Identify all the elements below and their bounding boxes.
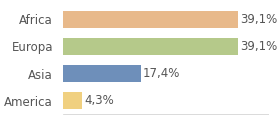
Text: 39,1%: 39,1% bbox=[240, 13, 277, 26]
Bar bbox=[63, 92, 82, 109]
Text: 39,1%: 39,1% bbox=[240, 40, 277, 53]
Text: 17,4%: 17,4% bbox=[143, 67, 180, 80]
Bar bbox=[63, 38, 238, 55]
Bar bbox=[63, 11, 238, 28]
Text: 4,3%: 4,3% bbox=[84, 94, 114, 107]
Bar bbox=[63, 65, 141, 82]
